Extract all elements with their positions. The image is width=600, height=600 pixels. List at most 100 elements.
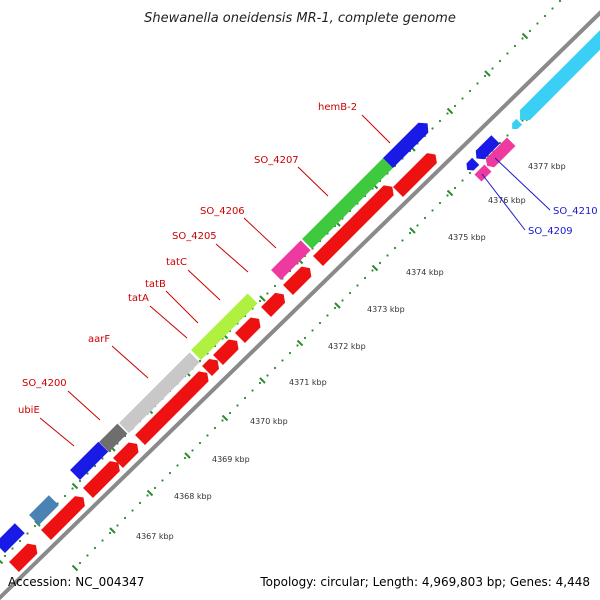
gene-feature-hemB-2[interactable]: [383, 118, 432, 168]
tick-dot: [236, 404, 239, 407]
gene-feature-magenta[interactable]: [474, 164, 492, 182]
gene-label[interactable]: SO_4205: [172, 231, 217, 242]
tick-mark: [109, 527, 116, 534]
gene-feature-magenta[interactable]: [483, 137, 516, 171]
tick-mark: [446, 189, 454, 197]
gene-feature-red[interactable]: [283, 263, 315, 295]
tick-dot: [18, 539, 22, 543]
tick-dot: [228, 411, 232, 415]
tick-dot: [543, 14, 547, 18]
tick-label: 4373 kbp: [367, 305, 405, 314]
leader-line: [243, 217, 277, 249]
tick-dot: [258, 381, 262, 385]
gene-feature-ubiE[interactable]: [70, 441, 109, 480]
tick-dot: [71, 487, 74, 490]
tick-dot: [341, 299, 344, 302]
tick-dot: [356, 284, 359, 287]
tick-dot: [116, 524, 119, 527]
gene-feature-SO_4200[interactable]: [99, 423, 128, 452]
tick-dot: [26, 532, 29, 535]
gene-feature-SO_4210[interactable]: [472, 135, 500, 163]
map-title: Shewanella oneidensis MR-1, complete gen…: [144, 11, 456, 26]
tick-dot: [423, 216, 427, 220]
gene-label[interactable]: SO_4200: [22, 378, 67, 389]
tick-dot: [3, 554, 7, 558]
leader-line: [481, 173, 526, 231]
leader-line: [149, 305, 188, 339]
gene-feature-red[interactable]: [113, 439, 142, 468]
tick-label: 4376 kbp: [488, 196, 526, 205]
gene-feature-red[interactable]: [313, 182, 397, 266]
tick-mark: [334, 302, 341, 309]
gene-feature-red[interactable]: [261, 289, 289, 317]
tick-dot: [303, 336, 307, 340]
tick-dot: [453, 186, 457, 190]
tick-dot: [363, 276, 367, 280]
gene-feature-red[interactable]: [235, 314, 264, 343]
tick-dot: [438, 119, 442, 123]
tick-dot: [401, 239, 404, 242]
tick-dot: [153, 486, 157, 490]
gene-feature-red[interactable]: [393, 150, 440, 197]
gene-feature-cyan[interactable]: [509, 118, 523, 132]
tick-dot: [513, 44, 517, 48]
tick-dot: [393, 246, 397, 250]
tick-dot: [131, 509, 134, 512]
tick-label: 4372 kbp: [328, 342, 366, 351]
gene-feature-red[interactable]: [135, 368, 212, 445]
tick-dot: [161, 479, 164, 482]
gene-feature-SO_4206[interactable]: [271, 240, 311, 280]
gene-label[interactable]: SO_4210: [553, 206, 598, 217]
leader-line: [297, 166, 329, 197]
gene-label[interactable]: tatA: [128, 293, 149, 304]
tick-mark: [146, 489, 154, 497]
gene-label[interactable]: SO_4206: [200, 206, 245, 217]
tick-dot: [326, 314, 329, 317]
gene-label[interactable]: aarF: [88, 334, 110, 345]
tick-dot: [311, 329, 314, 332]
gene-feature-steelblue[interactable]: [29, 495, 59, 525]
tick-dot: [371, 269, 374, 272]
leader-line: [187, 269, 221, 301]
tick-dot: [468, 171, 472, 175]
gene-feature-red[interactable]: [9, 540, 41, 572]
gene-feature-SO_4209[interactable]: [464, 157, 480, 174]
gene-feature-aarF[interactable]: [119, 352, 200, 433]
tick-mark: [184, 452, 191, 459]
accession-text: Accession: NC_004347: [8, 575, 144, 589]
tick-dot: [176, 464, 179, 467]
gene-feature-SO_4207[interactable]: [302, 154, 397, 249]
gene-feature-blue[interactable]: [0, 523, 25, 553]
gene-label[interactable]: tatB: [145, 279, 166, 290]
gene-label[interactable]: ubiE: [18, 405, 40, 416]
tick-dot: [273, 284, 277, 288]
tick-dot: [491, 67, 494, 70]
tick-mark: [446, 107, 454, 115]
tick-dot: [243, 396, 247, 400]
gene-label[interactable]: tatC: [166, 257, 187, 268]
gene-feature-cyan[interactable]: [515, 25, 600, 125]
tick-dot: [431, 209, 434, 212]
tick-dot: [198, 441, 202, 445]
tick-dot: [551, 7, 554, 10]
tick-dot: [146, 494, 149, 497]
leader-line: [67, 390, 101, 421]
leader-line: [361, 114, 391, 144]
tick-dot: [416, 224, 419, 227]
gene-feature-red[interactable]: [83, 458, 123, 498]
tick-label: 4368 kbp: [174, 492, 212, 501]
gene-label[interactable]: SO_4209: [528, 226, 573, 237]
gene-feature-red[interactable]: [202, 355, 223, 376]
gene-label[interactable]: hemB-2: [318, 102, 357, 113]
tick-dot: [288, 351, 292, 355]
gene-label[interactable]: SO_4207: [254, 155, 299, 166]
gene-feature-red[interactable]: [213, 336, 242, 365]
tick-dot: [431, 127, 434, 130]
gene-feature-red[interactable]: [41, 493, 88, 540]
tick-dot: [168, 471, 172, 475]
tick-dot: [63, 494, 67, 498]
tick-dot: [86, 472, 89, 475]
tick-mark: [371, 264, 379, 272]
gene-feature-tatA-tatC[interactable]: [191, 293, 258, 360]
